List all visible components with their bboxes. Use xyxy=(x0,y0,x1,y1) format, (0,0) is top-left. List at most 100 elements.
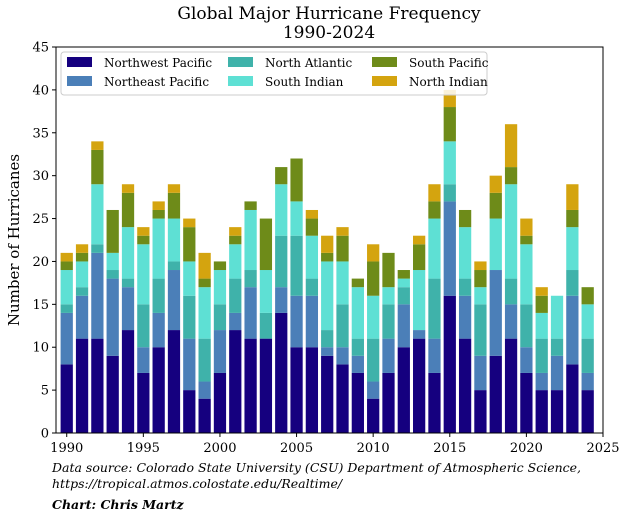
bar-south-indian-1996 xyxy=(152,218,165,279)
y-tick-label: 0 xyxy=(41,427,49,442)
bar-north-atlantic-2010 xyxy=(367,338,380,382)
bar-south-pacific-1997 xyxy=(167,192,181,219)
bar-north-indian-1995 xyxy=(137,227,150,236)
bar-northwest-pacific-2017 xyxy=(474,390,487,433)
bar-north-atlantic-1992 xyxy=(91,244,104,253)
bar-south-indian-2008 xyxy=(336,261,349,305)
bar-northeast-pacific-2019 xyxy=(504,304,518,339)
bar-south-indian-2003 xyxy=(259,270,273,313)
x-tick-label: 2025 xyxy=(586,441,619,456)
x-tick-label: 2000 xyxy=(203,441,236,456)
bar-north-indian-2014 xyxy=(428,184,441,202)
bar-northeast-pacific-1992 xyxy=(91,252,104,339)
bar-north-indian-2019 xyxy=(504,124,518,168)
bar-north-atlantic-2022 xyxy=(550,338,564,356)
legend-swatch-south-pacific xyxy=(372,57,397,67)
bar-south-indian-2006 xyxy=(305,235,319,279)
bar-north-indian-2023 xyxy=(566,184,579,210)
bar-north-atlantic-2001 xyxy=(229,278,242,313)
bar-northwest-pacific-2000 xyxy=(213,372,227,433)
bar-south-pacific-2006 xyxy=(305,218,319,236)
bar-south-indian-2017 xyxy=(474,287,487,305)
chart-title: Global Major Hurricane Frequency xyxy=(177,4,481,24)
bar-south-indian-2014 xyxy=(428,218,441,279)
bar-north-indian-2017 xyxy=(474,261,487,271)
bar-northeast-pacific-1997 xyxy=(167,270,181,331)
bar-northwest-pacific-2009 xyxy=(351,372,364,433)
bar-south-indian-1997 xyxy=(167,218,181,262)
bar-south-pacific-2020 xyxy=(520,235,533,245)
bar-north-atlantic-2023 xyxy=(566,270,579,296)
bar-northwest-pacific-1995 xyxy=(137,372,150,433)
legend: Northwest Pacific Northeast Pacific North … xyxy=(60,51,489,96)
bar-north-atlantic-2005 xyxy=(290,235,303,296)
bar-south-indian-2005 xyxy=(290,201,303,236)
bar-south-pacific-2007 xyxy=(321,252,334,262)
bar-northeast-pacific-2006 xyxy=(305,295,319,348)
bar-north-atlantic-2019 xyxy=(504,278,518,305)
bar-north-atlantic-1997 xyxy=(167,261,181,271)
bar-south-indian-2021 xyxy=(535,312,548,339)
bar-north-indian-1996 xyxy=(152,201,165,210)
bar-south-indian-2018 xyxy=(489,218,502,271)
bar-northwest-pacific-2006 xyxy=(305,347,319,433)
bar-north-atlantic-2015 xyxy=(443,184,456,202)
legend-swatch-north-indian xyxy=(372,76,397,86)
bar-north-atlantic-2003 xyxy=(259,312,273,339)
x-tick-label: 2010 xyxy=(357,441,390,456)
bar-south-indian-2012 xyxy=(397,278,410,288)
bar-northwest-pacific-2018 xyxy=(489,355,502,433)
y-tick-label: 35 xyxy=(32,126,49,141)
bar-northwest-pacific-1993 xyxy=(106,355,119,433)
chart-subtitle: 1990-2024 xyxy=(282,23,376,43)
y-tick-label: 5 xyxy=(41,384,49,399)
bar-northwest-pacific-2011 xyxy=(382,372,395,433)
bar-north-atlantic-1998 xyxy=(183,295,196,339)
bar-south-pacific-2012 xyxy=(397,270,410,279)
bar-north-atlantic-1991 xyxy=(75,287,89,296)
bar-northwest-pacific-1994 xyxy=(121,330,135,433)
bar-northwest-pacific-2024 xyxy=(581,390,594,433)
bar-north-atlantic-1993 xyxy=(106,270,119,279)
bar-north-indian-2001 xyxy=(229,227,242,236)
bar-south-pacific-2013 xyxy=(413,244,426,271)
bar-northwest-pacific-1991 xyxy=(75,338,89,433)
bar-south-indian-2023 xyxy=(566,227,579,271)
bar-northeast-pacific-2008 xyxy=(336,347,349,365)
bar-northwest-pacific-2004 xyxy=(275,312,288,433)
bar-south-indian-2015 xyxy=(443,141,456,185)
bar-northwest-pacific-2003 xyxy=(259,338,273,433)
x-tick-label: 1995 xyxy=(127,441,160,456)
bar-north-atlantic-2011 xyxy=(382,304,395,339)
bar-south-indian-2001 xyxy=(229,244,242,279)
bar-south-indian-2013 xyxy=(413,270,426,331)
bar-south-indian-2011 xyxy=(382,287,395,305)
bar-northeast-pacific-2024 xyxy=(581,372,594,391)
bar-south-indian-2020 xyxy=(520,244,533,305)
bar-south-indian-1993 xyxy=(106,252,119,271)
bar-northwest-pacific-2008 xyxy=(336,364,349,433)
bar-northeast-pacific-1993 xyxy=(106,278,119,356)
bar-north-atlantic-2008 xyxy=(336,304,349,348)
bar-northeast-pacific-1999 xyxy=(198,381,211,399)
bar-northeast-pacific-2017 xyxy=(474,355,487,391)
bar-south-pacific-2009 xyxy=(351,278,364,288)
bar-northeast-pacific-2001 xyxy=(229,312,242,331)
bar-north-atlantic-1996 xyxy=(152,278,165,313)
bar-south-indian-2016 xyxy=(458,227,472,279)
y-tick-label: 15 xyxy=(32,298,49,313)
y-tick-label: 20 xyxy=(32,255,49,270)
x-tick-label: 1990 xyxy=(50,441,83,456)
bar-north-atlantic-2021 xyxy=(535,338,548,373)
bar-northwest-pacific-2021 xyxy=(535,390,548,433)
bar-northeast-pacific-1990 xyxy=(60,312,73,365)
legend-swatch-northwest-pacific xyxy=(67,57,92,67)
bar-south-pacific-2003 xyxy=(259,218,273,271)
data-source-url: https://tropical.atmos.colostate.edu/Rea… xyxy=(52,476,343,491)
y-tick-label: 40 xyxy=(32,83,49,98)
bar-north-indian-1994 xyxy=(121,184,135,193)
y-axis-label: Number of Hurricanes xyxy=(5,154,23,326)
bar-south-pacific-1999 xyxy=(198,278,211,288)
bar-north-indian-2006 xyxy=(305,209,319,219)
